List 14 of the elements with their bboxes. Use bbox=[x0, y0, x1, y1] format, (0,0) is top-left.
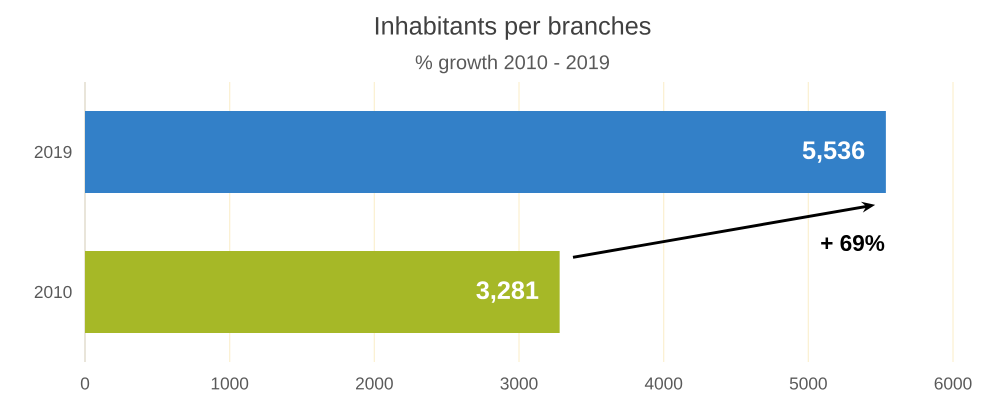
annotation: + 69% bbox=[821, 235, 884, 252]
chart-subtitle: % growth 2010 - 2019 bbox=[416, 54, 609, 74]
x-tick-label: 3000 bbox=[500, 377, 538, 390]
y-tick-label: 2019 bbox=[34, 146, 72, 158]
x-tick-label: 6000 bbox=[934, 377, 972, 390]
x-tick-label: 1000 bbox=[212, 377, 248, 390]
data-label: 5,536 bbox=[802, 141, 864, 163]
x-tick-label: 2000 bbox=[356, 377, 393, 390]
x-tick-label: 4000 bbox=[644, 377, 682, 390]
chart-title: Inhabitants per branches bbox=[376, 16, 650, 40]
data-label: 3,281 bbox=[476, 281, 538, 303]
x-tick-label: 0 bbox=[80, 377, 90, 390]
x-tick-label: 5000 bbox=[790, 377, 827, 390]
y-tick-label: 2010 bbox=[34, 286, 72, 298]
